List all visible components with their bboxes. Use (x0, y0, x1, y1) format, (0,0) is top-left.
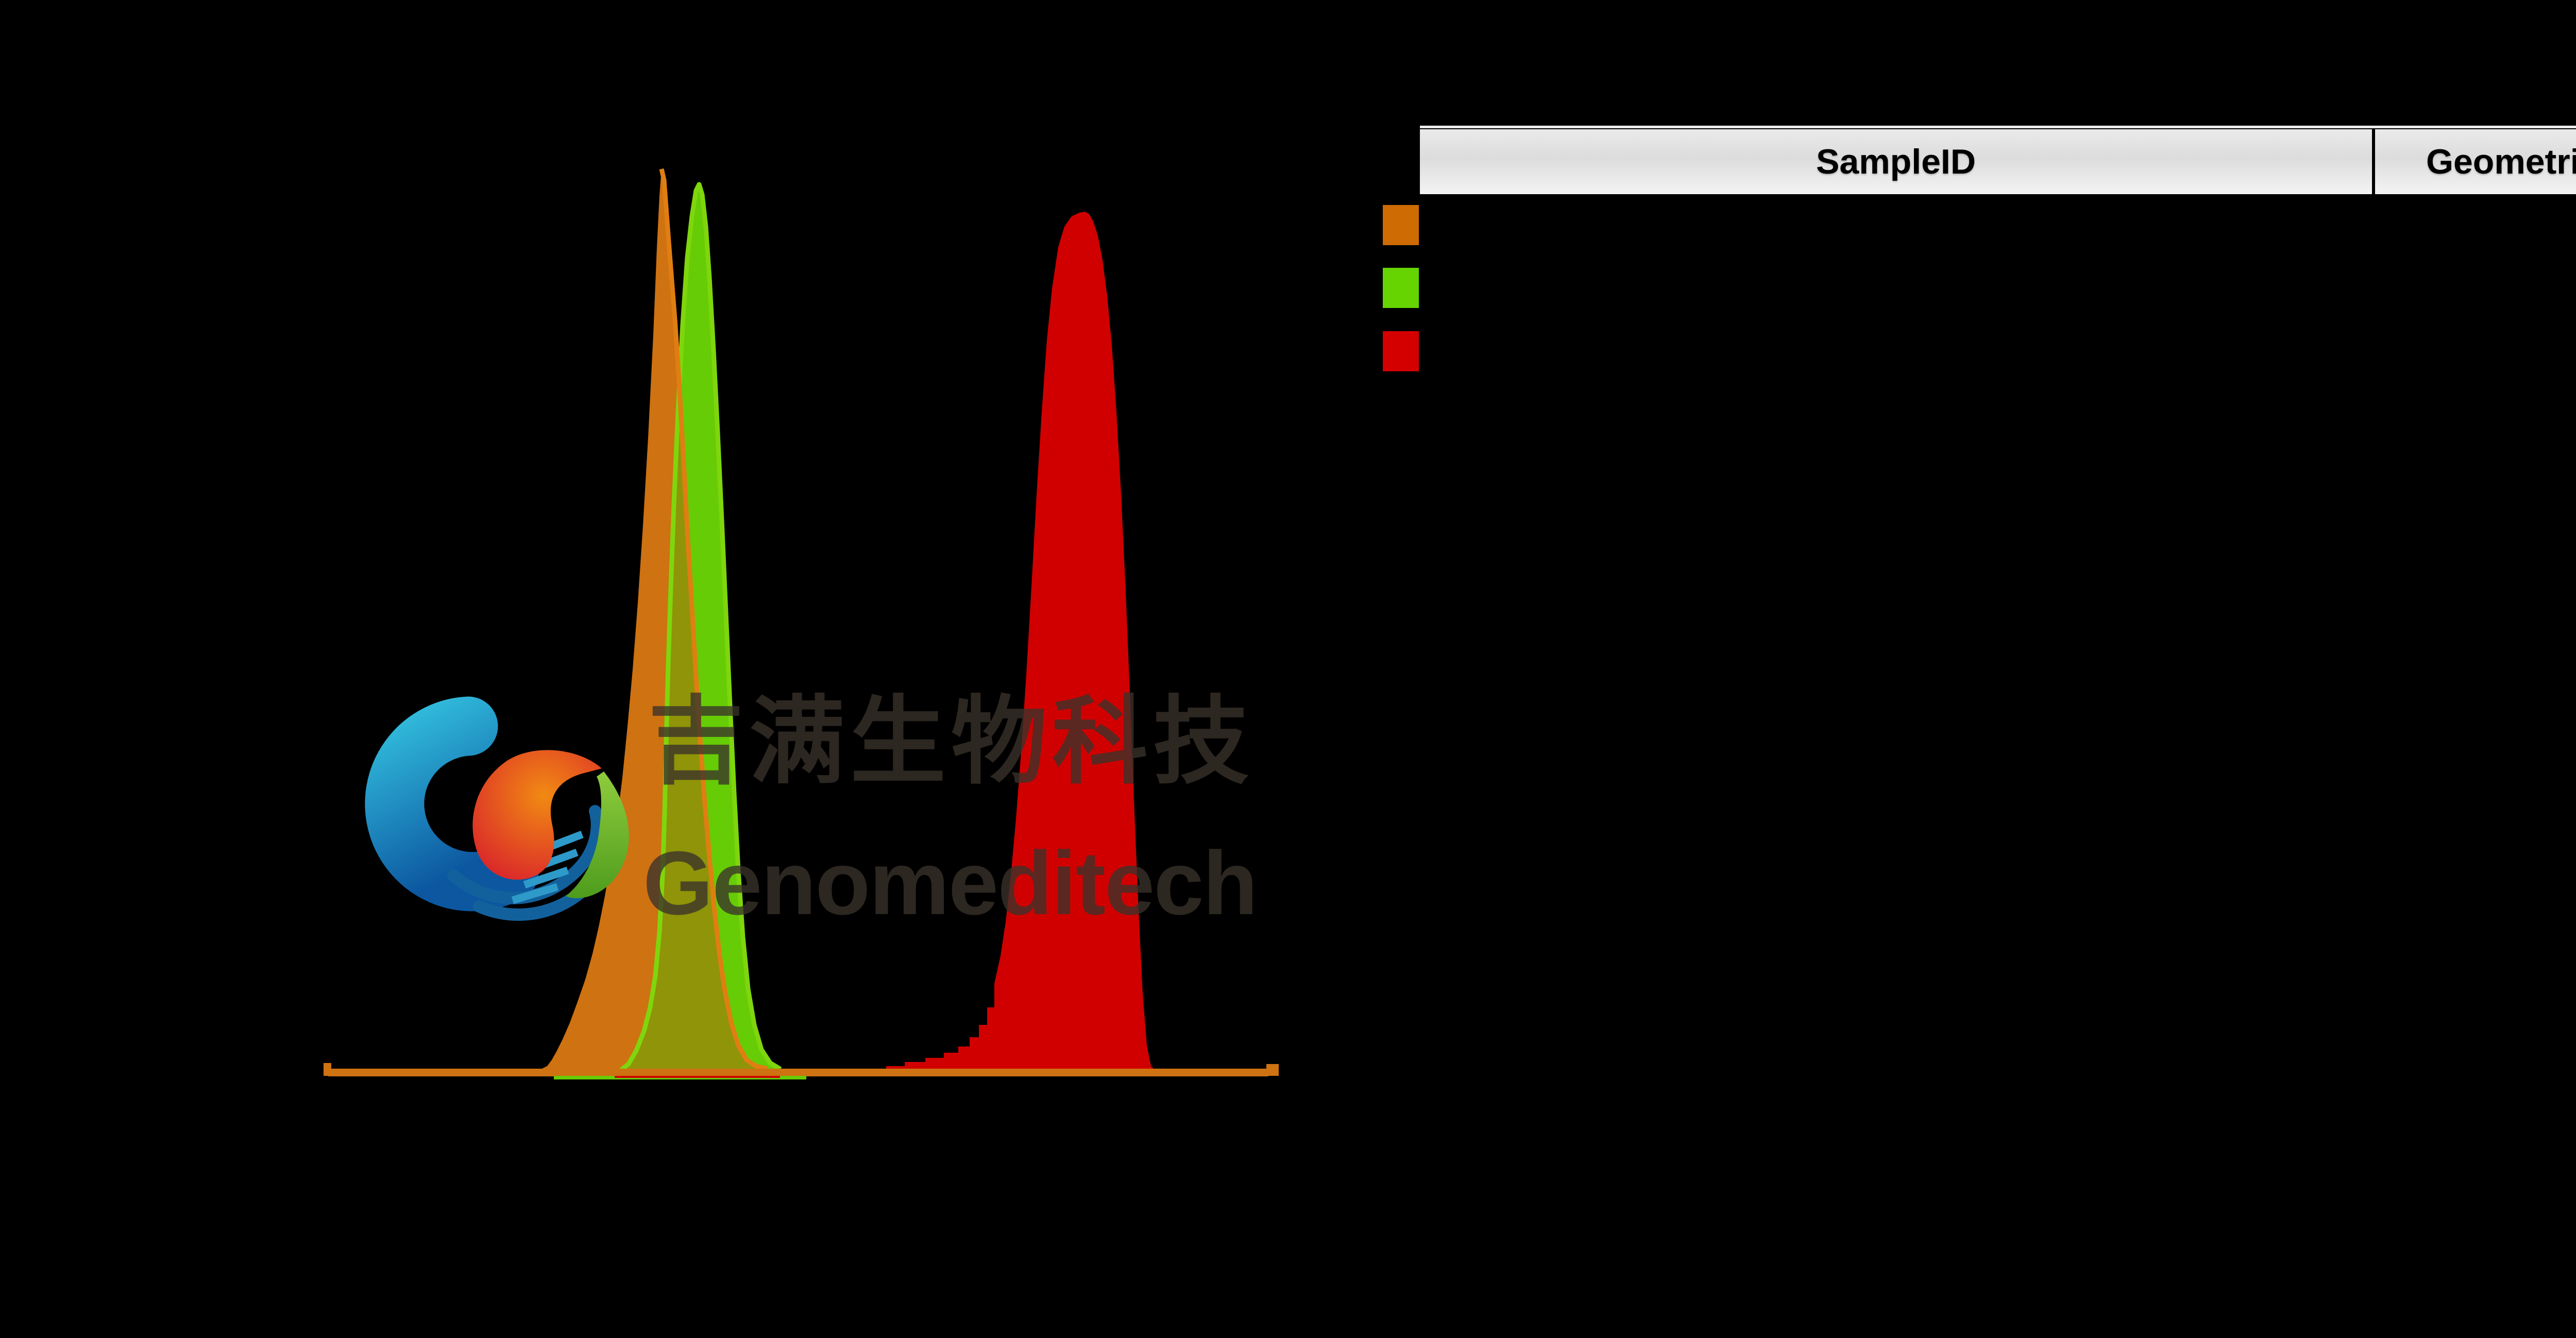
logo-red-flame (472, 750, 602, 880)
column-header-sampleid: SampleID (1420, 129, 2372, 194)
table-body (1420, 194, 2576, 386)
legend-swatch-sample-3 (1383, 331, 1419, 371)
orange-baseline-strip (324, 1063, 1279, 1076)
table-top-border (1420, 126, 2576, 128)
logo-green-leaf (566, 771, 629, 899)
orange-right-edge-stroke (659, 168, 768, 1071)
table-header: SampleID Geometric Mean : B530-H (1420, 129, 2576, 194)
column-header-geometric-mean: Geometric Mean : B530-H (2375, 129, 2576, 194)
watermark-cjk-text: 吉满生物科技 (648, 689, 1255, 795)
genomeditech-logo-icon (365, 696, 629, 921)
red-histogram-area (871, 212, 1162, 1075)
watermark-latin-text: Genomeditech (643, 833, 1258, 934)
green-edge-stroke (619, 182, 782, 1072)
table-row (1420, 258, 2576, 322)
logo-dna-band-1 (447, 805, 603, 904)
orange-green-overlap-area (598, 396, 793, 1076)
legend-swatch-sample-1 (1383, 205, 1419, 245)
legend-swatch-sample-2 (1383, 268, 1419, 308)
table-row (1420, 194, 2576, 258)
column-divider (2372, 129, 2375, 194)
table-row (1420, 322, 2576, 386)
